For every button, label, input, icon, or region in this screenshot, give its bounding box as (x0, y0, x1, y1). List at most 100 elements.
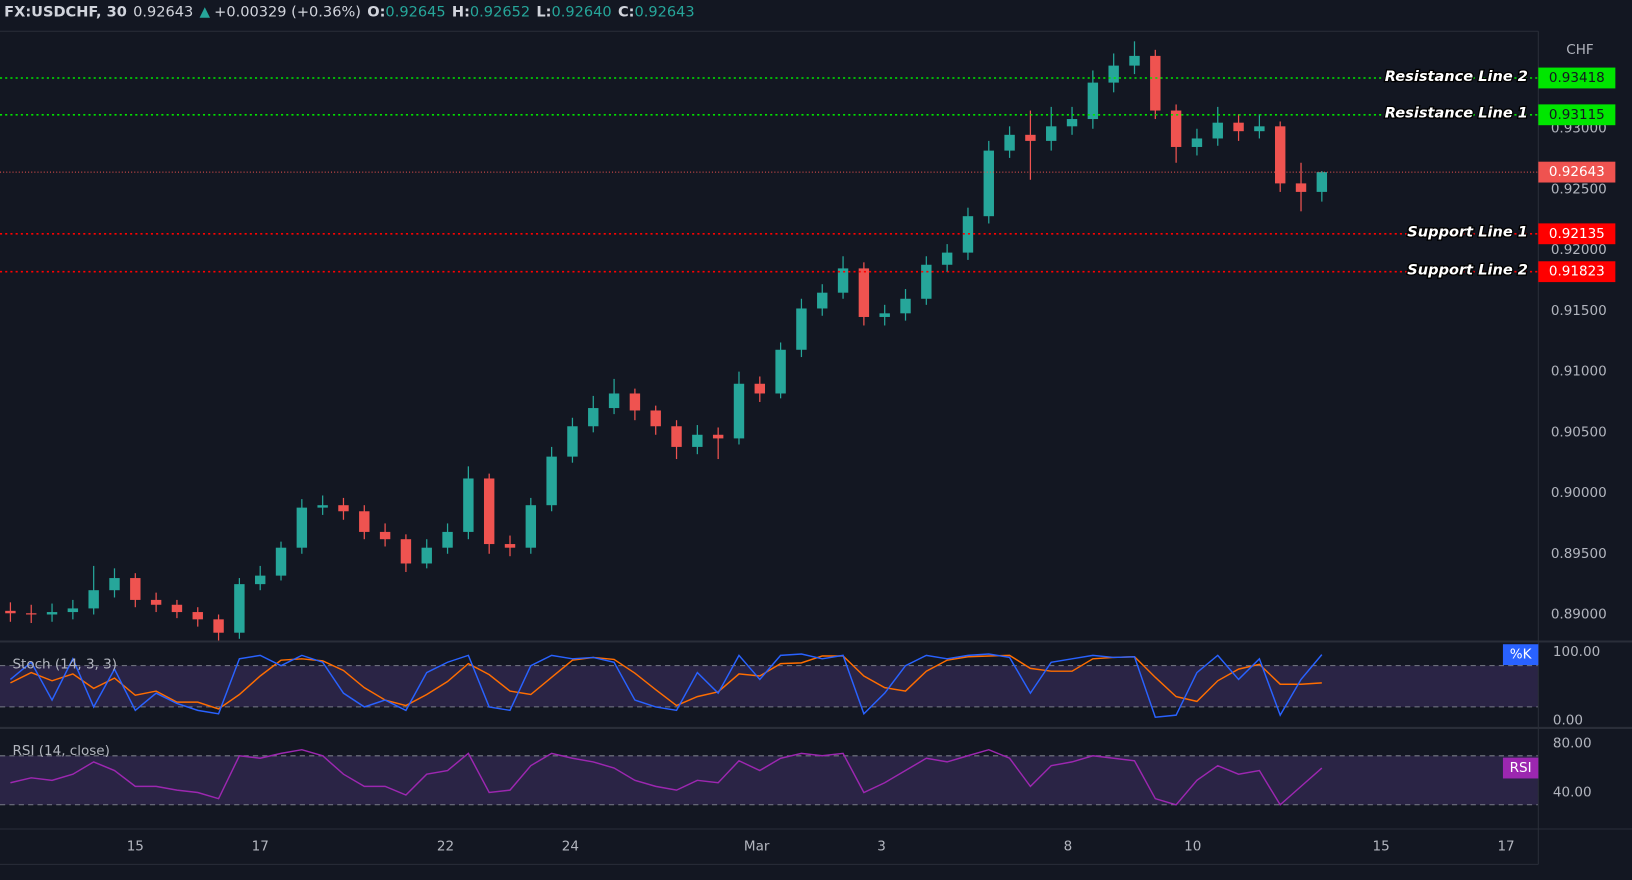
last-price-label: 0.92643 (1549, 164, 1605, 180)
candle-body (671, 426, 682, 447)
header-text: FX:USDCHF, 30 (4, 3, 127, 20)
series-name: RSI (1510, 760, 1532, 776)
candle-body (171, 604, 183, 613)
candle-body (275, 547, 287, 576)
candle-body (234, 584, 245, 633)
x-tick-label: 8 (1064, 839, 1073, 855)
candle-body (421, 547, 432, 564)
y-tick-label: 40.00 (1553, 785, 1592, 801)
y-tick-label: 0.00 (1553, 713, 1583, 729)
header-text: O: (367, 3, 385, 20)
x-tick-label: 3 (877, 839, 886, 855)
level-tag (1538, 104, 1616, 126)
header-text: 0.92643 (634, 3, 694, 20)
indicator-title: Stoch (14, 3, 3) (12, 656, 117, 672)
candle-body (567, 426, 578, 457)
x-tick-label: 10 (1184, 839, 1201, 855)
y-tick-label: 0.90000 (1551, 485, 1607, 501)
candle-body (1108, 65, 1119, 83)
candle-body (1275, 126, 1286, 184)
level-tag (1538, 223, 1616, 245)
y-tick-label: 80.00 (1553, 736, 1592, 752)
header-text: 0.92645 (385, 3, 445, 20)
candle-body (817, 292, 828, 309)
y-tick-label: 0.91000 (1551, 364, 1607, 380)
level-name: Resistance Line 2 (1385, 68, 1528, 85)
y-tick-label: 100.00 (1553, 644, 1600, 660)
header-text: 0.92640 (551, 3, 611, 20)
candle-body (1046, 126, 1057, 141)
y-tick-label: 0.89500 (1551, 546, 1607, 562)
indicator-line (9, 653, 1323, 719)
candle-body (1025, 134, 1036, 141)
candle-body (442, 531, 453, 548)
x-tick-label: 15 (1373, 839, 1390, 855)
up-arrow-icon (199, 7, 210, 18)
indicator-title: RSI (14, close) (12, 743, 109, 759)
band-fill (0, 755, 1539, 805)
candle-body (130, 578, 141, 600)
candle-body (775, 349, 786, 394)
level-tag (1538, 261, 1616, 283)
candle-body (692, 434, 703, 447)
level-value: 0.93418 (1549, 70, 1605, 86)
candle-body (1170, 110, 1182, 147)
candle-body (712, 434, 724, 439)
candle-body (26, 613, 37, 615)
candle-body (109, 578, 120, 591)
candle-body (1004, 134, 1015, 151)
header-text: L: (536, 3, 551, 20)
candle-body (733, 383, 745, 439)
y-tick-label: 0.91500 (1551, 303, 1607, 319)
candle-body (1233, 122, 1244, 132)
candle-body (1191, 138, 1203, 147)
candle-body (1066, 119, 1078, 127)
candle-body (608, 393, 620, 409)
candle-body (504, 544, 516, 548)
overlay: FX:USDCHF, 30 0.92643 +0.00329 (+0.36%) O: 0… (0, 3, 1616, 855)
candle-body (296, 507, 308, 548)
x-tick-label: 15 (127, 839, 144, 855)
header-text: 0.92643 (133, 3, 193, 20)
header-text: C: (618, 3, 635, 20)
candle-body (858, 268, 870, 317)
indicator-line (10, 654, 1322, 710)
x-tick-label: 17 (1497, 839, 1514, 855)
candle-body (1150, 55, 1161, 111)
candle-body (796, 308, 807, 350)
candle-body (317, 505, 328, 508)
candle-body (941, 252, 953, 265)
candle-body (46, 612, 58, 615)
candle-body (192, 612, 203, 620)
candle-body (255, 575, 266, 585)
x-tick-label: 22 (437, 839, 454, 855)
panes (0, 41, 1539, 806)
candle-body (629, 393, 641, 411)
indicator-line (10, 748, 1323, 806)
y-tick-label: 0.92000 (1551, 242, 1607, 258)
level-name: Support Line 1 (1407, 224, 1528, 241)
candle-body (88, 590, 99, 609)
frame (0, 30, 1632, 865)
candle-body (588, 408, 599, 427)
x-tick-label: 17 (252, 839, 269, 855)
currency-label: CHF (1566, 42, 1593, 58)
candle-body (837, 268, 849, 293)
candle-body (754, 383, 765, 394)
candle-body (67, 608, 79, 613)
header-text: 0.92652 (470, 3, 530, 20)
candle-body (463, 478, 474, 532)
x-tick-label: 24 (562, 839, 579, 855)
level-name: Support Line 2 (1407, 262, 1528, 279)
candle-body (338, 505, 349, 512)
candle-body (483, 478, 495, 545)
header-text: +0.00329 (+0.36%) (214, 3, 361, 20)
candle-body (359, 511, 370, 532)
candle-body (400, 539, 412, 564)
last-price-tag (1538, 161, 1616, 183)
y-tick-label: 0.89000 (1551, 606, 1607, 622)
level-name: Resistance Line 1 (1385, 105, 1528, 122)
